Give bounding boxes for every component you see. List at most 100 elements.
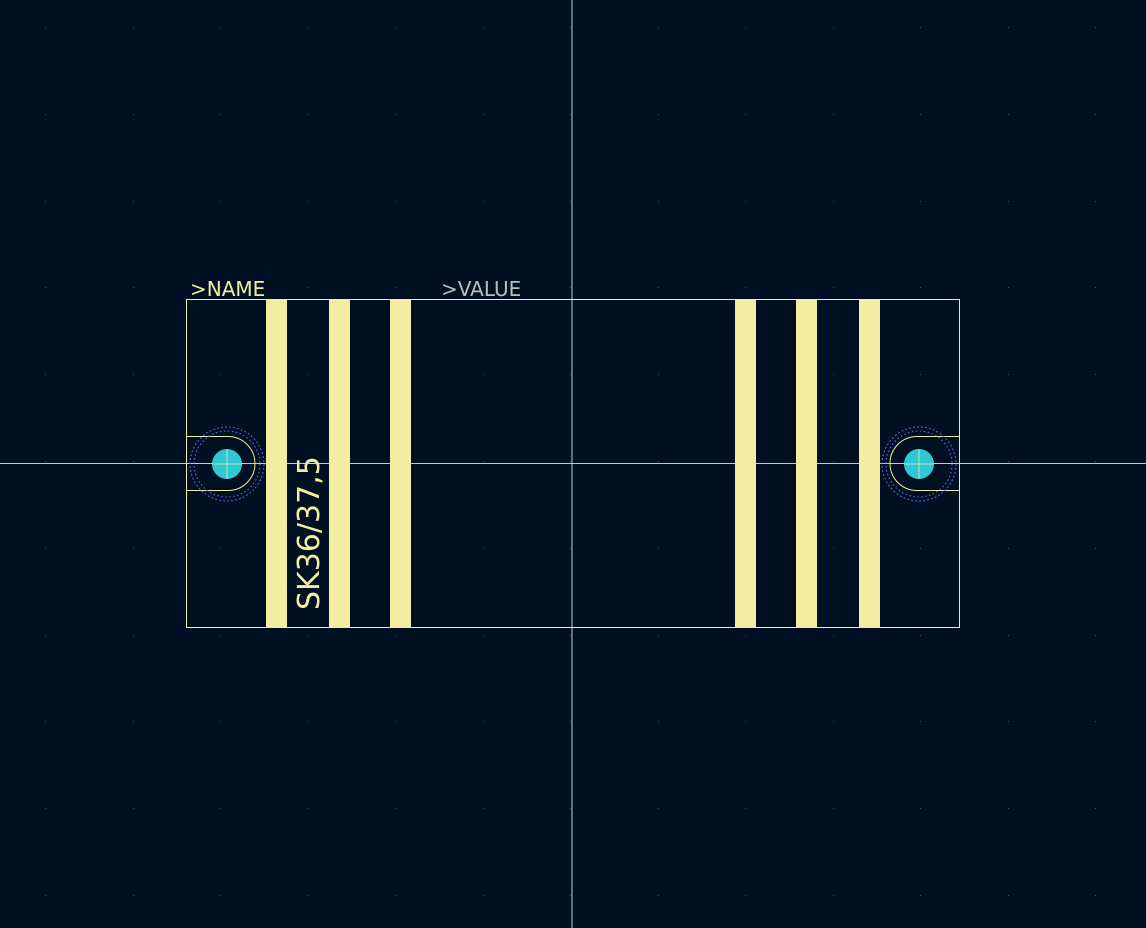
grid-dot [45, 895, 46, 896]
grid-dot [395, 808, 396, 809]
grid-dots [45, 27, 1096, 896]
grid-dot [395, 27, 396, 28]
grid-dot [395, 635, 396, 636]
through-hole-pad-icon[interactable] [881, 426, 957, 502]
grid-dot [658, 287, 659, 288]
grid-dot [308, 114, 309, 115]
grid-dot [220, 721, 221, 722]
grid-dot [220, 27, 221, 28]
grid-dot [220, 635, 221, 636]
grid-dot [1008, 461, 1009, 462]
grid-dot [395, 895, 396, 896]
grid-dot [1095, 27, 1096, 28]
grid-dot [570, 461, 571, 462]
grid-dot [133, 27, 134, 28]
pad-left-outline [187, 436, 256, 491]
grid-dot [308, 287, 309, 288]
grid-dot [1008, 721, 1009, 722]
through-hole-pad-icon[interactable] [189, 426, 265, 502]
grid-dot [483, 548, 484, 549]
grid-dot [1095, 287, 1096, 288]
grid-dot [570, 635, 571, 636]
grid-dot [1095, 201, 1096, 202]
grid-dot [920, 721, 921, 722]
grid-dot [658, 461, 659, 462]
grid-dot [395, 721, 396, 722]
grid-dot [308, 548, 309, 549]
grid-dot [483, 895, 484, 896]
grid-dot [45, 635, 46, 636]
grid-dot [483, 635, 484, 636]
grid-dot [570, 808, 571, 809]
grid-dot [308, 374, 309, 375]
value-label[interactable]: >VALUE [441, 277, 521, 301]
grid-dot [220, 895, 221, 896]
grid-dot [920, 27, 921, 28]
grid-dot [45, 27, 46, 28]
grid-dot [658, 374, 659, 375]
grid-dot [483, 374, 484, 375]
grid-dot [745, 808, 746, 809]
grid-dot [920, 895, 921, 896]
grid-dot [920, 201, 921, 202]
grid-dot [745, 635, 746, 636]
grid-dot [833, 27, 834, 28]
grid-dot [1095, 721, 1096, 722]
grid-dot [570, 201, 571, 202]
grid-dot [483, 27, 484, 28]
grid-dot [1008, 374, 1009, 375]
grid-dot [133, 374, 134, 375]
heatsink-fin-6[interactable] [859, 300, 880, 628]
grid-dot [570, 287, 571, 288]
heatsink-fin-1[interactable] [266, 300, 287, 628]
grid-dot [745, 721, 746, 722]
grid-dot [483, 201, 484, 202]
grid-dot [1008, 114, 1009, 115]
grid-dot [483, 461, 484, 462]
grid-dot [45, 374, 46, 375]
grid-dot [133, 461, 134, 462]
grid-dot [1095, 635, 1096, 636]
grid-dot [833, 635, 834, 636]
grid-dot [45, 287, 46, 288]
grid-dot [133, 548, 134, 549]
name-label[interactable]: >NAME [190, 277, 265, 301]
pad-right-outline [889, 436, 959, 491]
grid-dot [133, 287, 134, 288]
grid-dot [45, 721, 46, 722]
grid-dot [570, 548, 571, 549]
part-number-label[interactable]: SK36/37,5 [292, 456, 327, 610]
grid-dot [1095, 548, 1096, 549]
grid-dot [658, 114, 659, 115]
grid-dot [308, 27, 309, 28]
grid-dot [133, 201, 134, 202]
grid-dot [658, 808, 659, 809]
grid-dot [483, 721, 484, 722]
grid-dot [395, 114, 396, 115]
grid-dot [833, 114, 834, 115]
grid-dot [920, 808, 921, 809]
grid-dot [745, 27, 746, 28]
grid-dot [745, 114, 746, 115]
grid-dot [1095, 374, 1096, 375]
heatsink-fin-5[interactable] [796, 300, 817, 628]
grid-dot [133, 635, 134, 636]
grid-dot [220, 374, 221, 375]
grid-dot [1008, 635, 1009, 636]
grid-dot [658, 27, 659, 28]
grid-dot [1095, 895, 1096, 896]
grid-dot [745, 895, 746, 896]
heatsink-fin-2[interactable] [329, 300, 350, 628]
grid-dot [308, 895, 309, 896]
footprint-body-outline[interactable] [186, 299, 960, 628]
grid-dot [133, 114, 134, 115]
grid-dot [1095, 808, 1096, 809]
heatsink-fin-4[interactable] [735, 300, 756, 628]
heatsink-fin-3[interactable] [390, 300, 411, 628]
grid-dot [133, 808, 134, 809]
grid-dot [833, 287, 834, 288]
grid-dot [133, 895, 134, 896]
grid-dot [220, 201, 221, 202]
grid-dot [45, 548, 46, 549]
